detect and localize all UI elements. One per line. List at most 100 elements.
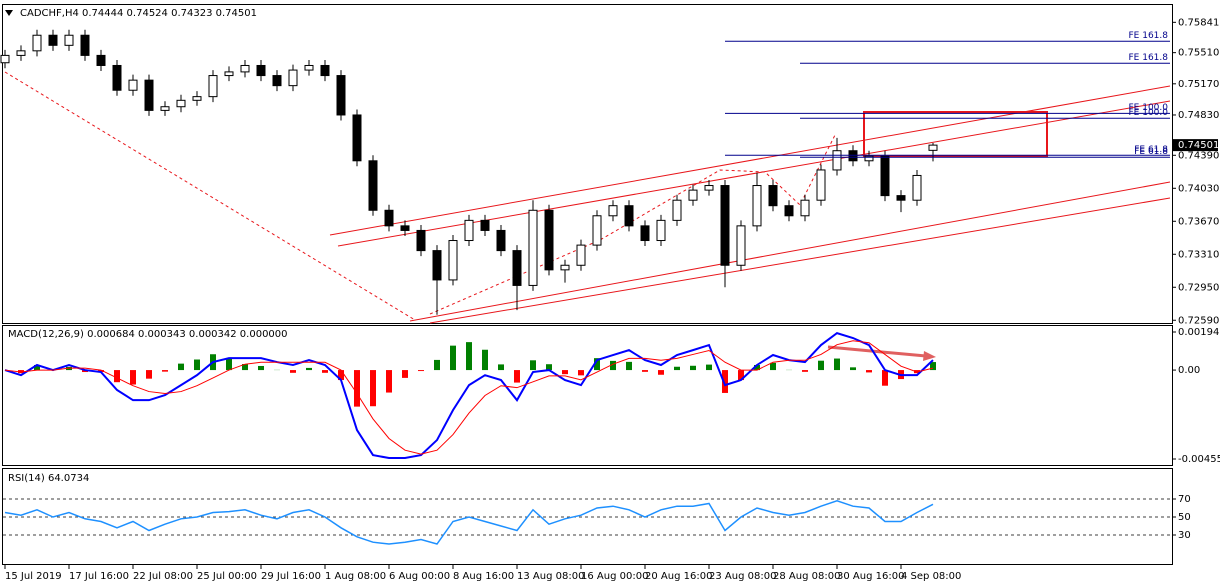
y-tick-label: 0.75841 <box>1178 17 1219 28</box>
candle-body <box>416 229 426 252</box>
y-tick-label: 0.74030 <box>1178 183 1219 194</box>
candle-body <box>656 219 666 242</box>
macd-histogram-bar <box>770 362 776 371</box>
macd-histogram-bar <box>658 370 664 375</box>
macd-histogram-bar <box>34 364 40 371</box>
fibo-label: FE 100.0 <box>1129 103 1169 113</box>
candle-body <box>48 34 58 46</box>
macd-histogram-bar <box>498 364 504 371</box>
candle-body <box>128 79 138 91</box>
current-price-box <box>1172 139 1218 152</box>
candle-body <box>240 64 250 73</box>
macd-histogram-bar <box>162 370 168 372</box>
candle-body <box>352 114 362 162</box>
candle-body <box>640 225 650 242</box>
macd-histogram-bar <box>306 367 312 371</box>
macd-histogram-bar <box>594 358 600 371</box>
macd-histogram-bar <box>818 360 824 371</box>
y-tick-label: 0.74830 <box>1178 110 1219 121</box>
y-tick-label: 0.72950 <box>1178 282 1219 293</box>
y-tick-label: 0.73310 <box>1178 249 1219 260</box>
candle-body <box>688 189 698 201</box>
candle-body <box>192 96 202 101</box>
candle-body <box>864 155 874 162</box>
candle-body <box>336 75 346 116</box>
x-tick-label: 4 Sep 08:00 <box>901 571 961 582</box>
channel-line <box>337 100 1171 247</box>
x-tick-label: 6 Aug 00:00 <box>389 571 450 582</box>
candle-body <box>384 209 394 227</box>
candle-body <box>736 225 746 266</box>
macd-histogram-bar <box>434 359 440 371</box>
macd-histogram-bar <box>930 362 936 371</box>
x-tick-label: 13 Aug 08:00 <box>517 571 584 582</box>
price-panel <box>2 4 1173 324</box>
macd-histogram-bar <box>674 366 680 371</box>
candle-body <box>368 160 378 211</box>
x-tick-label: 8 Aug 16:00 <box>453 571 514 582</box>
fibo-label: FE 161.8 <box>1129 53 1169 63</box>
macd-histogram-bar <box>850 367 856 371</box>
candle-body <box>768 185 778 207</box>
x-tick-label: 28 Aug 08:00 <box>773 571 840 582</box>
candle-body <box>480 219 490 231</box>
dashed-line <box>4 71 416 321</box>
macd-histogram-bar <box>114 370 120 383</box>
candle-body <box>576 244 586 266</box>
macd-histogram-bar <box>546 364 552 371</box>
candle-body <box>912 174 922 201</box>
macd-histogram-bar <box>130 370 136 385</box>
macd-histogram-bar <box>802 370 808 372</box>
arrow-line <box>827 345 927 358</box>
candle-body <box>544 209 554 271</box>
macd-histogram-bar <box>402 370 408 378</box>
menu-triangle[interactable] <box>5 10 13 16</box>
candle-body <box>880 155 890 197</box>
y-tick-label: 0.75170 <box>1178 79 1219 90</box>
candle-body <box>928 144 938 151</box>
x-tick-label: 25 Jul 00:00 <box>197 571 257 582</box>
candle-body <box>800 199 810 217</box>
macd-histogram-bar <box>226 358 232 371</box>
macd-histogram-bar <box>882 370 888 386</box>
candle-body <box>112 64 122 91</box>
macd-histogram-bar <box>482 349 488 371</box>
fibo-label: FE 61.8 <box>1134 147 1168 157</box>
x-tick-label: 30 Aug 16:00 <box>837 571 904 582</box>
candle-body <box>80 34 90 56</box>
y-tick-label: 50 <box>1178 512 1191 523</box>
candle-body <box>400 225 410 231</box>
macd-histogram-bar <box>578 370 584 376</box>
macd-histogram-bar <box>242 364 248 371</box>
macd-histogram-bar <box>178 363 184 371</box>
candle-body <box>256 64 266 77</box>
x-tick-label: 1 Aug 08:00 <box>325 571 386 582</box>
x-tick-label: 23 Aug 08:00 <box>709 571 776 582</box>
target-box <box>863 111 1048 157</box>
channel-line <box>329 85 1171 236</box>
macd-histogram-bar <box>706 364 712 371</box>
candle-body <box>832 150 842 171</box>
y-tick-label: 30 <box>1178 530 1191 541</box>
macd-histogram-bar <box>514 370 520 383</box>
x-tick-label: 17 Jul 16:00 <box>69 571 129 582</box>
drawings <box>4 71 1171 361</box>
rsi-line <box>4 500 934 545</box>
macd-histogram-bar <box>562 370 568 375</box>
macd-histogram-bar <box>754 364 760 371</box>
candle-body <box>752 185 762 227</box>
candle-body <box>176 99 186 108</box>
candle-body <box>464 219 474 242</box>
fibo-label: FE 161.8 <box>1129 31 1169 41</box>
macd-histogram-bar <box>530 360 536 371</box>
x-tick-label: 15 Jul 2019 <box>5 571 62 582</box>
candle-body <box>624 205 634 227</box>
macd-histogram-bar <box>642 370 648 372</box>
candle-body <box>784 205 794 217</box>
y-tick-label: 0.00 <box>1178 365 1200 376</box>
rsi-title: RSI(14) 64.0734 <box>8 473 89 484</box>
macd-panel <box>2 325 1173 466</box>
macd-title: MACD(12,26,9) 0.000684 0.000343 0.000342… <box>8 329 288 340</box>
candle-body <box>160 106 170 111</box>
candle-body <box>272 75 282 87</box>
